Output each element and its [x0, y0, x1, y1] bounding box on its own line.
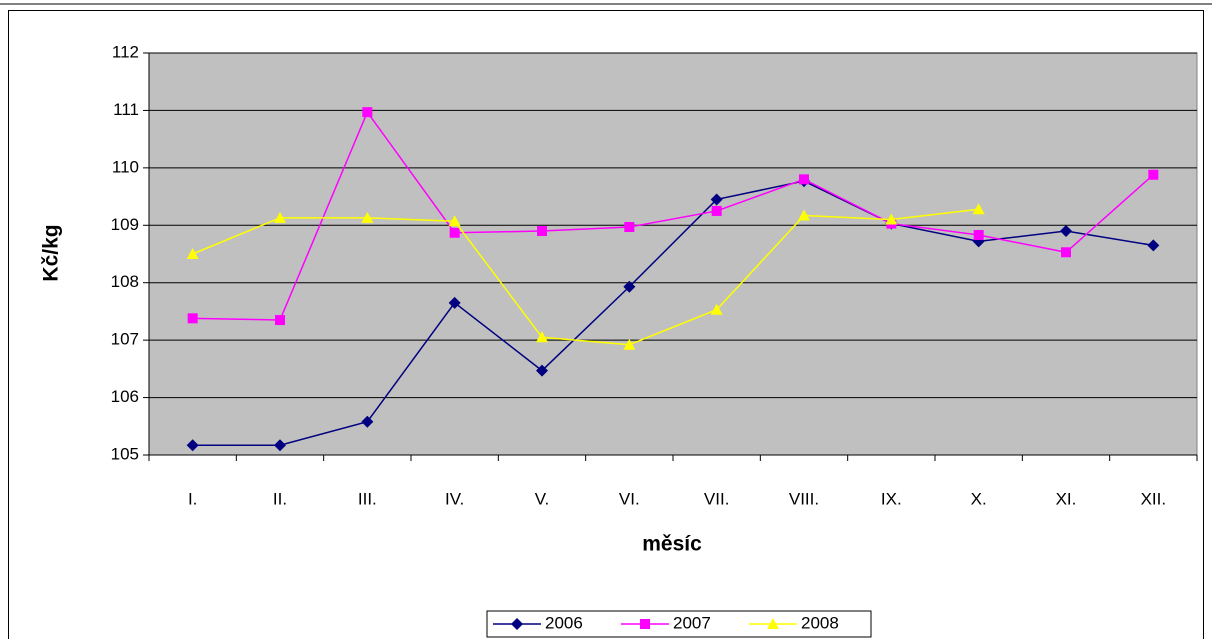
marker	[1061, 247, 1071, 258]
legend	[486, 610, 872, 638]
marker	[710, 303, 723, 315]
x-tick-label: VIII.	[789, 489, 819, 508]
marker	[640, 619, 650, 629]
x-tick-label: IX.	[881, 489, 902, 508]
marker	[361, 415, 374, 428]
x-tick-label: II.	[273, 489, 287, 508]
x-tick-label: XII.	[1141, 489, 1167, 508]
marker	[1060, 225, 1072, 238]
legend-label: 2006	[545, 613, 583, 632]
marker	[885, 213, 898, 225]
y-tick-label: 111	[113, 100, 139, 119]
y-tick-label: 109	[111, 215, 139, 234]
marker	[361, 211, 374, 223]
x-axis-label: měsíc	[642, 533, 702, 556]
marker	[186, 248, 199, 259]
marker	[624, 222, 635, 233]
x-tick-label: V.	[535, 489, 550, 508]
x-tick-label: XI.	[1056, 489, 1077, 508]
plot-area	[148, 52, 1198, 456]
marker	[1148, 169, 1159, 180]
marker	[710, 193, 723, 206]
series-line	[192, 110, 1154, 321]
y-tick-label: 106	[111, 387, 139, 406]
y-tick-label: 108	[111, 272, 139, 291]
marker	[449, 227, 460, 238]
y-tick-label: 105	[111, 444, 139, 463]
marker	[448, 215, 461, 227]
marker	[536, 364, 548, 377]
marker	[799, 174, 809, 185]
marker	[972, 203, 985, 215]
x-tick-label: X.	[971, 489, 987, 508]
marker	[798, 209, 810, 221]
x-tick-label: IV.	[445, 489, 464, 508]
marker	[362, 107, 373, 118]
marker	[511, 618, 523, 630]
marker	[274, 211, 286, 223]
y-tick-label: 110	[112, 157, 139, 176]
marker	[623, 280, 636, 293]
y-axis-label: Kč/kg	[40, 224, 63, 281]
x-tick-label: I.	[188, 489, 197, 508]
marker	[187, 313, 198, 324]
x-tick-label: III.	[358, 489, 377, 508]
marker	[1147, 239, 1160, 252]
marker	[767, 618, 779, 629]
marker	[275, 315, 285, 326]
x-tick-label: VII.	[704, 489, 730, 508]
marker	[973, 230, 984, 241]
marker	[186, 439, 199, 452]
legend-label: 2007	[673, 613, 711, 632]
legend-label: 2008	[801, 613, 839, 632]
marker	[711, 205, 722, 216]
marker	[274, 439, 286, 452]
marker	[536, 331, 548, 343]
y-tick-label: 112	[112, 42, 139, 61]
marker	[448, 296, 461, 309]
series-line	[192, 180, 1154, 446]
marker	[537, 226, 547, 237]
series-line	[192, 208, 979, 346]
y-tick-label: 107	[111, 330, 139, 349]
marker	[623, 338, 636, 350]
x-tick-label: VI.	[619, 489, 640, 508]
